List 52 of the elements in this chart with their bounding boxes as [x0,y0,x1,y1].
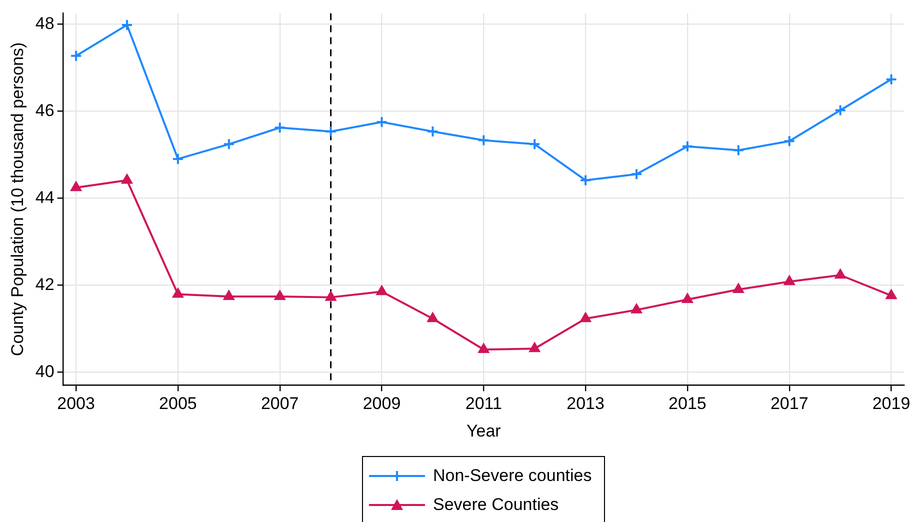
point [376,285,388,296]
x-tick-label: 2013 [566,394,604,414]
point [325,290,336,301]
point [222,138,235,150]
point [630,168,643,180]
legend-label: Non-Severe counties [433,466,592,486]
y-tick-label: 44 [35,188,54,207]
point [121,18,133,31]
y-tick-label: 42 [35,274,54,294]
x-tick-label: 2019 [872,394,910,414]
x-tick-label: 2011 [465,394,502,414]
y-tick-label: 46 [35,100,54,120]
point [783,135,796,148]
point [885,73,898,86]
x-axis-title: Year [466,421,502,440]
point [682,292,694,303]
x-tick-label: 2005 [159,394,197,414]
point [834,104,846,116]
point [528,138,541,150]
point [274,122,286,134]
x-tick-label: 2003 [57,394,95,414]
point [732,144,744,156]
point [834,268,846,279]
x-tick-label: 2007 [260,394,299,414]
point [324,126,337,138]
point [630,303,642,314]
point [681,140,694,152]
point [427,312,438,322]
y-tick-label: 48 [35,14,54,33]
legend-label: Severe Counties [433,494,559,514]
point [70,181,82,192]
point [426,126,439,138]
point [274,290,286,300]
x-tick-label: 2015 [668,394,706,414]
point [70,50,82,62]
point [886,289,897,300]
point [172,152,184,165]
point [528,342,540,352]
point [172,288,184,298]
point [478,134,490,146]
x-tick-label: 2009 [362,394,401,414]
point [732,282,744,293]
point [223,290,235,300]
x-tick-label: 2017 [770,394,808,414]
point [580,174,592,186]
point [478,343,490,354]
point [121,174,133,184]
point [580,312,592,322]
point [784,275,796,286]
y-axis-title: County Population (10 thousand persons) [8,42,27,356]
point [376,116,388,128]
y-tick-label: 40 [35,362,54,381]
